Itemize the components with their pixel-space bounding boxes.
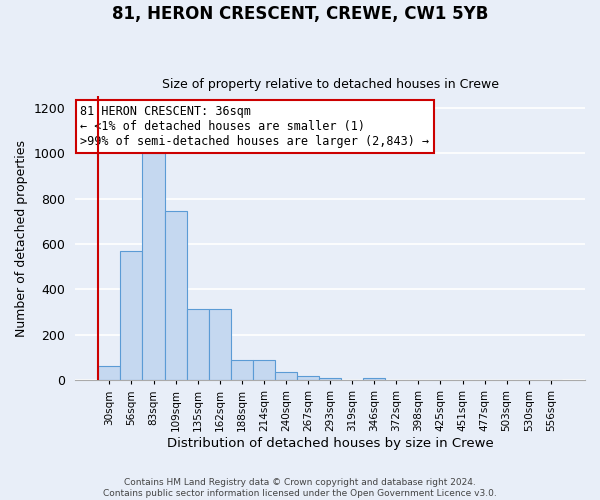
Bar (142, 153, 164, 380)
Text: 81, HERON CRESCENT, CREWE, CW1 5YB: 81, HERON CRESCENT, CREWE, CW1 5YB (112, 5, 488, 23)
Bar (164, 211, 187, 380)
Title: Size of property relative to detached houses in Crewe: Size of property relative to detached ho… (161, 78, 499, 91)
Bar (297, 376, 319, 380)
Bar (187, 308, 209, 380)
Y-axis label: Number of detached properties: Number of detached properties (15, 140, 28, 337)
Text: 81 HERON CRESCENT: 36sqm
← <1% of detached houses are smaller (1)
>99% of semi-d: 81 HERON CRESCENT: 36sqm ← <1% of detach… (80, 105, 430, 148)
Bar (319, 378, 341, 380)
Bar (231, 360, 253, 380)
Bar (121, 251, 142, 380)
Bar (98, 366, 121, 380)
Bar (253, 360, 275, 380)
Text: Contains HM Land Registry data © Crown copyright and database right 2024.
Contai: Contains HM Land Registry data © Crown c… (103, 478, 497, 498)
Bar (275, 372, 297, 380)
Bar (209, 308, 231, 380)
X-axis label: Distribution of detached houses by size in Crewe: Distribution of detached houses by size … (167, 437, 493, 450)
Bar (363, 378, 385, 380)
